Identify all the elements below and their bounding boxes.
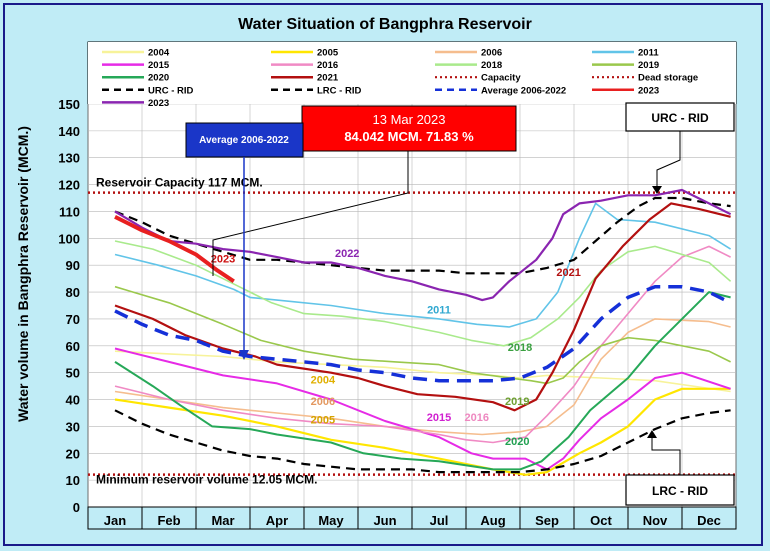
legend-label: 2004 (148, 48, 170, 59)
x-tick-label: Apr (266, 513, 288, 528)
series-line (114, 188, 732, 302)
x-tick-label: Feb (157, 513, 180, 528)
capacity-text: Reservoir Capacity 117 MCM. (96, 176, 263, 190)
average-box (185, 122, 304, 158)
lrc-label: LRC - RID (652, 484, 708, 498)
average-arrowhead (239, 350, 249, 360)
y-tick-label: 50 (66, 366, 80, 381)
legend-label: 2019 (638, 60, 659, 71)
y-tick-label: 110 (59, 204, 80, 219)
legend-label: 2021 (317, 73, 339, 84)
callout-leader (212, 140, 409, 276)
series-label: 2005 (311, 415, 335, 427)
urc-box (625, 102, 735, 132)
y-tick-label: 140 (58, 124, 80, 139)
chart-title: Water Situation of Bangphra Reservoir (238, 16, 532, 33)
series-line (114, 202, 731, 412)
series-line (114, 240, 732, 347)
series-line (114, 215, 235, 283)
series-label: 2022 (335, 248, 359, 260)
x-tick-label: Dec (697, 513, 721, 528)
y-tick-label: 70 (66, 312, 80, 327)
chart-border (3, 3, 763, 546)
urc-leader (656, 131, 681, 188)
series-label: 2020 (505, 436, 529, 448)
legend-label: 2005 (317, 48, 339, 59)
average-label: Average 2006-2022 (199, 135, 289, 146)
series-line (114, 291, 731, 471)
min-volume-text: Minimum reservoir volume 12.05 MCM. (96, 473, 317, 487)
urc-arrowhead (652, 186, 662, 194)
y-tick-label: 150 (58, 97, 80, 112)
series-line (114, 387, 731, 476)
legend-label: 2020 (148, 73, 169, 84)
series-label: 2011 (427, 305, 451, 317)
x-tick-label: Jan (104, 513, 126, 528)
series-line (114, 196, 731, 275)
legend-label: 2023 (638, 85, 659, 96)
y-tick-label: 0 (73, 500, 80, 515)
x-tick-label: May (318, 513, 344, 528)
legend-label: URC - RID (148, 85, 194, 96)
series-label: 2019 (505, 396, 529, 408)
series-line (114, 245, 731, 444)
legend-label: LRC - RID (317, 85, 361, 96)
y-tick-label: 40 (66, 393, 80, 408)
y-tick-label: 100 (58, 231, 80, 246)
series-line (114, 318, 731, 436)
legend-label: 2016 (317, 60, 338, 71)
series-label: 2004 (311, 374, 336, 386)
y-tick-label: 60 (66, 339, 80, 354)
callout-date: 13 Mar 2023 (373, 112, 446, 127)
x-tick-label: Aug (480, 513, 505, 528)
series-line (114, 347, 731, 471)
legend-label: Capacity (481, 73, 521, 84)
series-line (114, 202, 732, 328)
series-label: 2021 (556, 267, 580, 279)
urc-label: URC - RID (651, 111, 709, 125)
y-tick-label: 120 (58, 178, 80, 193)
callout-value: 84.042 MCM. 71.83 % (344, 129, 474, 144)
x-tick-label: Nov (643, 513, 668, 528)
series-line (114, 284, 732, 383)
series-line (114, 409, 731, 474)
y-tick-label: 20 (66, 446, 80, 461)
legend-label: Average 2006-2022 (481, 85, 566, 96)
x-tick-label: Sep (535, 513, 559, 528)
series-label: 2018 (508, 342, 532, 354)
callout-box (301, 105, 517, 152)
lrc-leader (651, 436, 681, 475)
y-tick-label: 30 (66, 419, 80, 434)
x-tick-label: Mar (211, 513, 234, 528)
series-label: 2023 (211, 254, 235, 266)
legend-label: 2011 (638, 48, 659, 59)
y-tick-label: 90 (66, 258, 80, 273)
legend-label: 2023 (148, 98, 169, 109)
y-tick-label: 80 (66, 285, 80, 300)
series-label: 2016 (465, 412, 489, 424)
y-tick-label: 10 (66, 473, 80, 488)
y-axis-label: Water volume in Bangphra Reservoir (MCM.… (15, 126, 31, 422)
lrc-arrowhead (647, 430, 657, 438)
legend-label: 2018 (481, 60, 502, 71)
legend-label: 2006 (481, 48, 502, 59)
x-tick-label: Jul (430, 513, 449, 528)
y-tick-label: 130 (58, 151, 80, 166)
x-tick-label: Oct (590, 513, 612, 528)
legend-label: Dead storage (638, 73, 698, 84)
series-label: 2015 (427, 412, 451, 424)
series-line (114, 350, 731, 393)
legend-label: 2015 (148, 60, 170, 71)
series-label: 2006 (311, 396, 335, 408)
x-tick-label: Jun (373, 513, 396, 528)
